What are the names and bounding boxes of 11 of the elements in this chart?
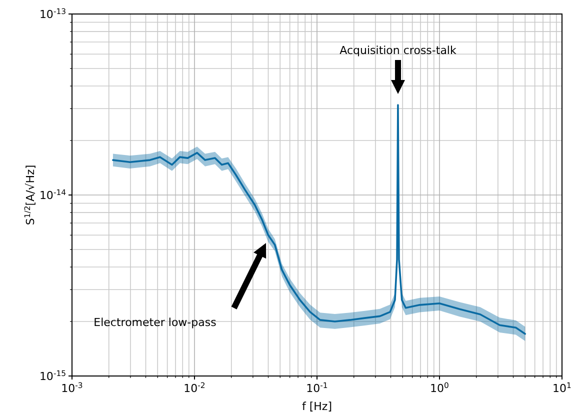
x-tick-label: 10$^{-3}$ [61,380,83,395]
x-tick-label: 10$^{-1}$ [306,380,328,395]
x-axis-title: f [Hz] [302,400,332,413]
x-tick-label: 10$^{1}$ [552,380,572,395]
annotation: Electrometer low-pass [94,316,217,329]
y-tick-label: 10$^{-15}$ [39,368,66,383]
annotation: Acquisition cross-talk [340,44,457,57]
x-tick-label: 10$^{0}$ [430,380,450,395]
y-tick-label: 10$^{-14}$ [39,188,66,202]
x-tick-label: 10$^{-2}$ [184,380,206,395]
y-tick-label: 10$^{-13}$ [39,6,66,21]
